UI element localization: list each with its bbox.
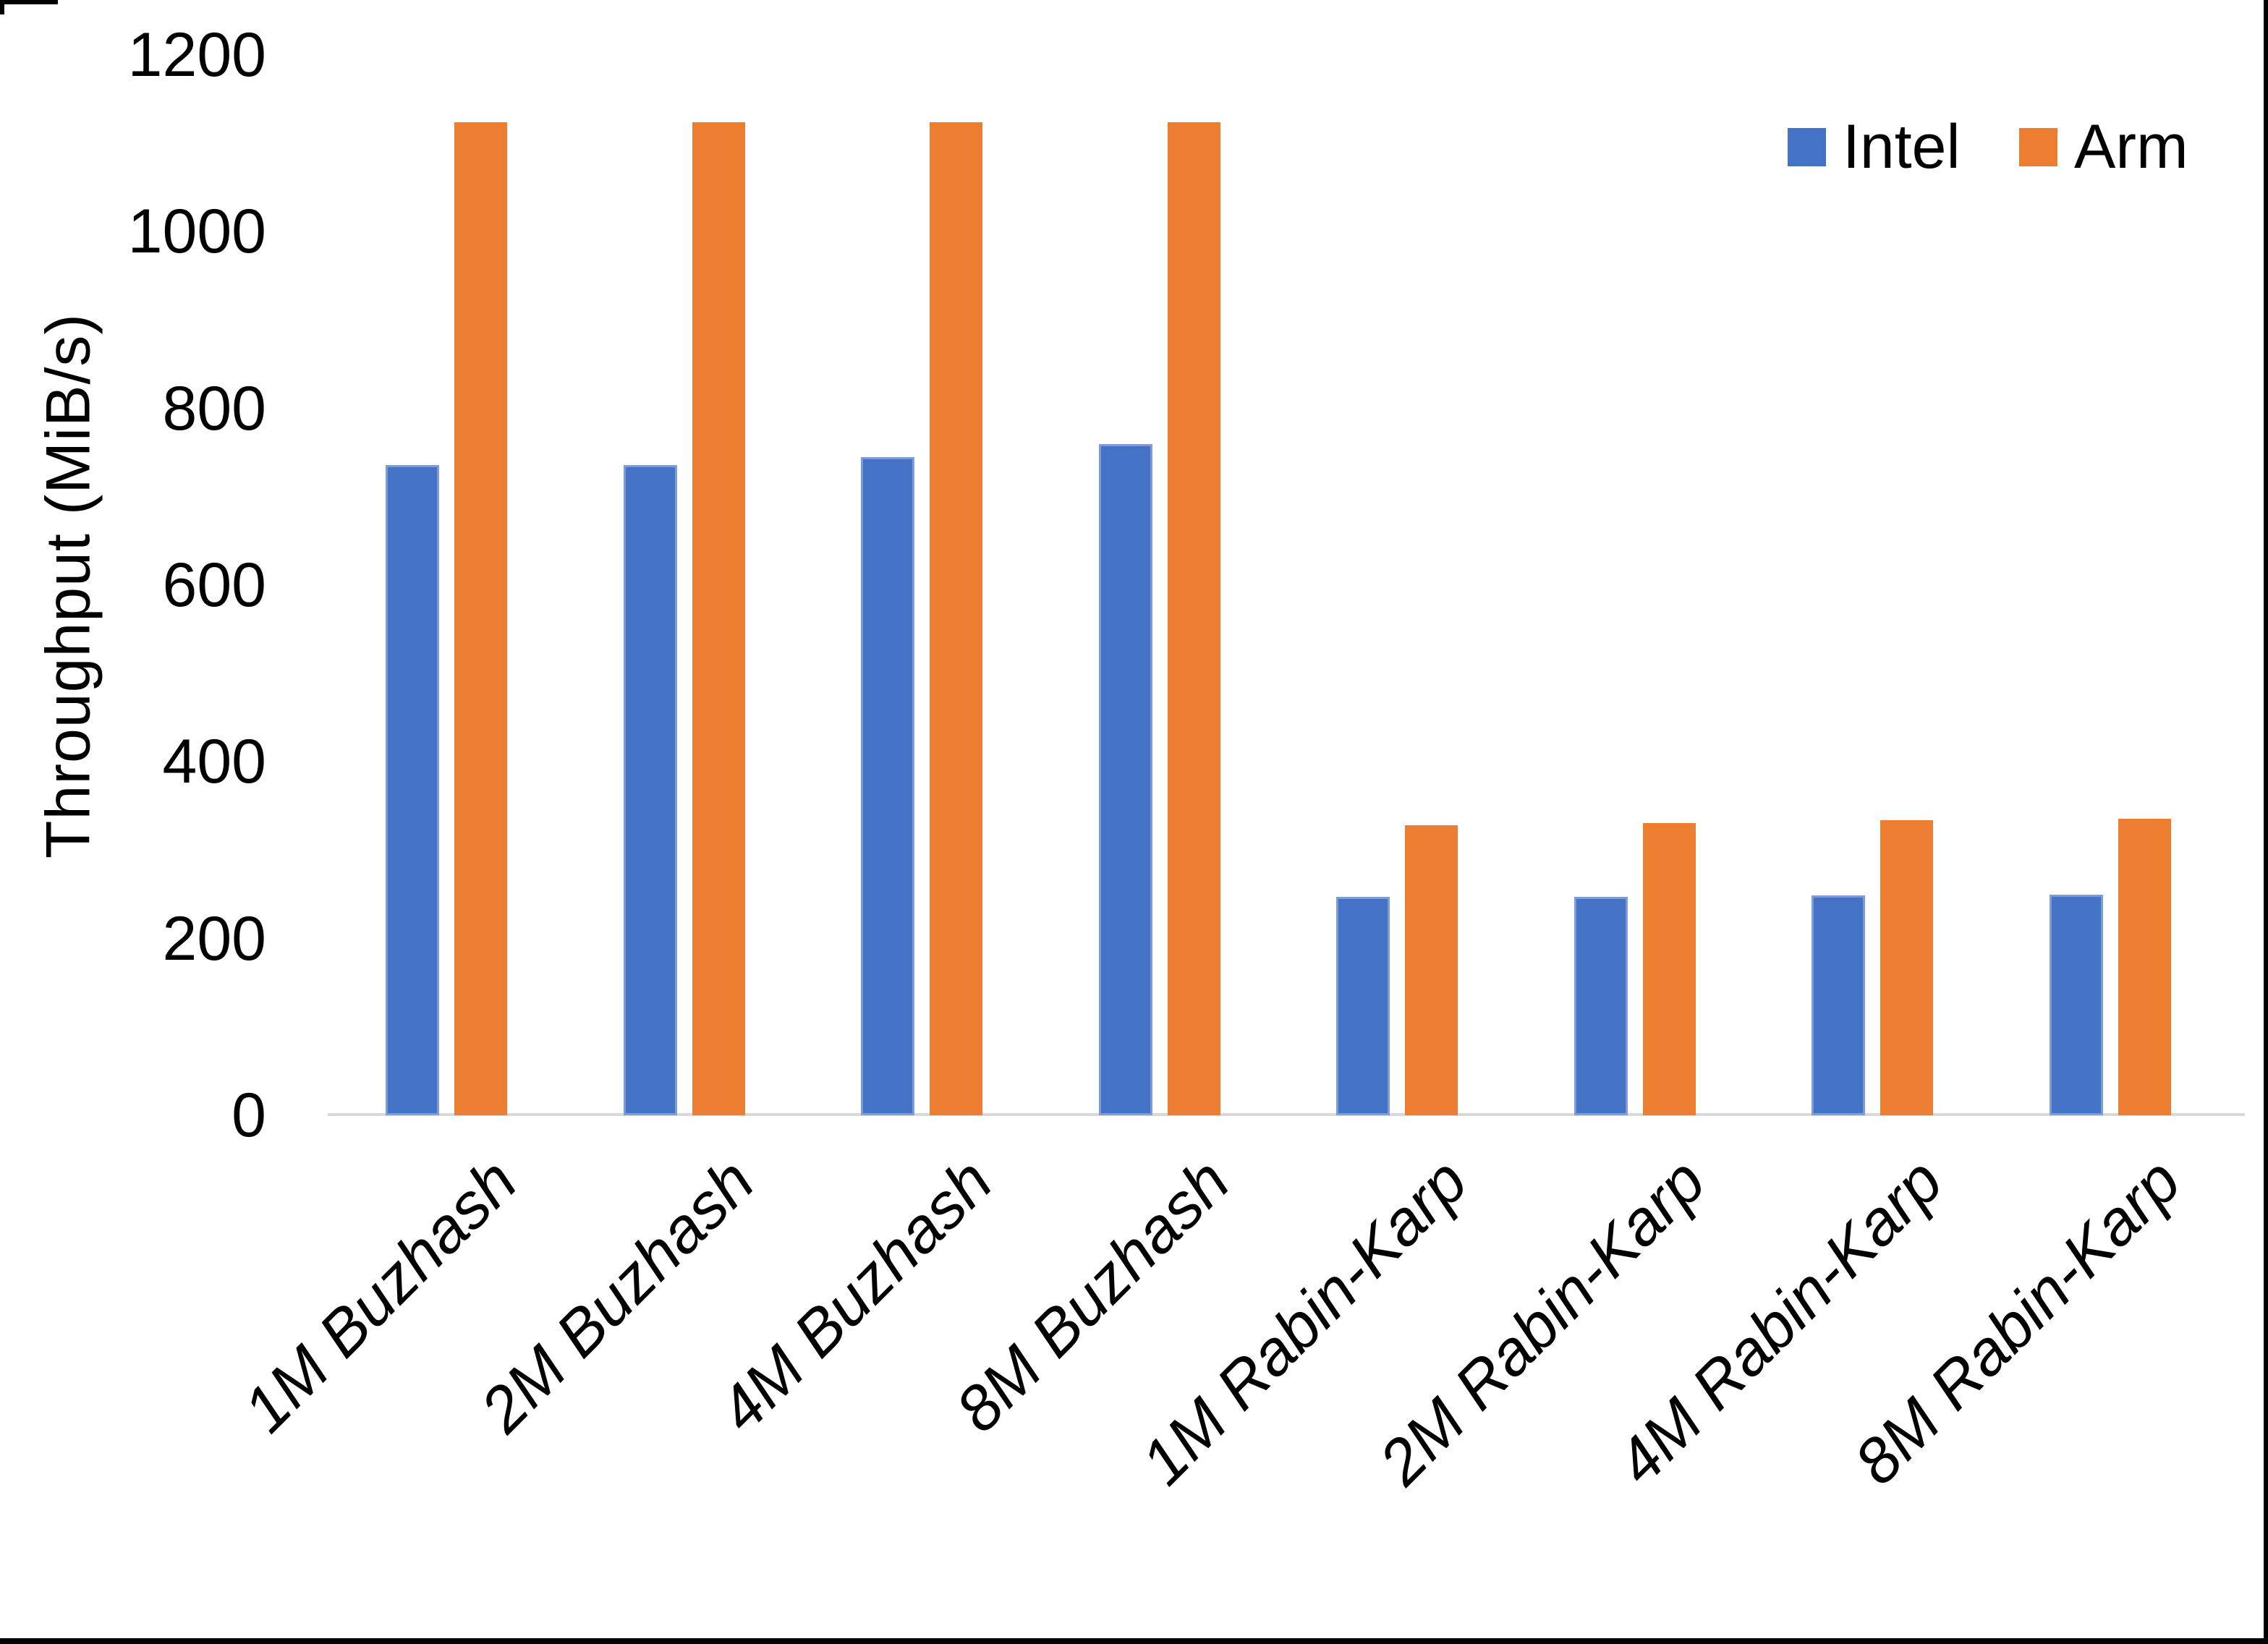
bar-intel-1 [386, 465, 439, 1115]
y-tick-label: 200 [162, 903, 267, 974]
bar-arm-3 [930, 122, 982, 1115]
bar-intel-5 [1336, 897, 1390, 1115]
legend-label-intel: Intel [1843, 112, 1961, 182]
x-axis-line [328, 1113, 2245, 1116]
bar-intel-8 [2049, 895, 2103, 1115]
bar-arm-4 [1167, 122, 1220, 1115]
frame-corner-mark-vertical [0, 0, 4, 14]
y-tick-label: 1000 [127, 197, 266, 267]
bar-arm-5 [1405, 825, 1458, 1115]
y-tick-label: 400 [162, 727, 267, 797]
bar-arm-6 [1642, 823, 1696, 1115]
bar-arm-2 [692, 122, 745, 1115]
frame-border-bottom [0, 1638, 2268, 1644]
frame-corner-mark-horizontal [0, 0, 58, 4]
bar-intel-4 [1098, 444, 1152, 1115]
legend-label-arm: Arm [2074, 112, 2188, 182]
y-tick-label: 800 [162, 373, 267, 443]
y-tick-label: 1200 [127, 20, 266, 90]
bar-intel-6 [1573, 897, 1628, 1115]
frame-border-right [2264, 0, 2268, 1644]
legend-swatch-arm [2019, 128, 2057, 166]
bar-arm-1 [454, 122, 507, 1115]
bar-arm-7 [1880, 820, 1933, 1115]
legend-swatch-intel [1788, 128, 1826, 166]
bar-intel-3 [861, 457, 914, 1115]
bar-arm-8 [2118, 819, 2171, 1115]
bar-intel-2 [623, 465, 677, 1115]
bar-intel-7 [1812, 895, 1865, 1115]
y-tick-label: 0 [232, 1081, 266, 1150]
y-tick-label: 600 [162, 550, 267, 620]
